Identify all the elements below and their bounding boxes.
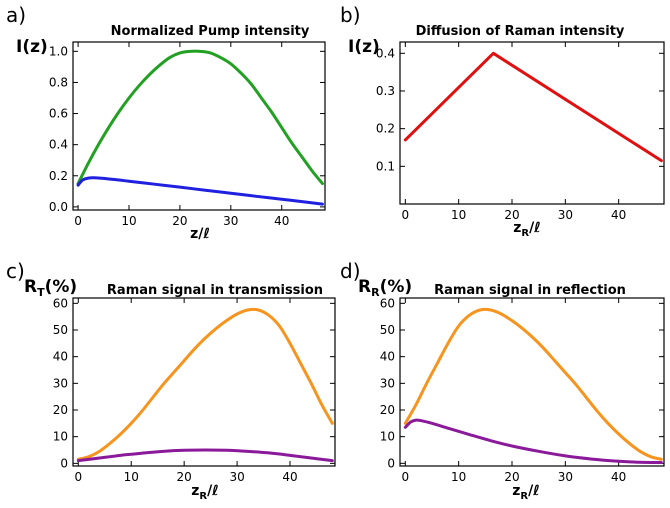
series-line-1 (403, 307, 663, 461)
x-tick-label: 40 (282, 470, 297, 484)
plot-frame (72, 41, 326, 211)
x-tick-label: 10 (124, 470, 139, 484)
y-tick-label: 0.0 (49, 200, 68, 214)
y-tick-label: 20 (53, 403, 68, 417)
y-tick-label: 60 (380, 296, 395, 310)
y-tick-label: 0.3 (376, 84, 395, 98)
y-tick-label: 0.2 (49, 169, 68, 183)
x-tick-label: 0 (74, 214, 82, 228)
y-tick-label: 10 (380, 430, 395, 444)
x-axis-label: zR/ℓ (513, 220, 541, 239)
x-tick-label: 0 (402, 470, 410, 484)
x-tick-label: 20 (172, 214, 187, 228)
x-tick-label: 30 (558, 470, 573, 484)
x-tick-label: 30 (229, 470, 244, 484)
y-tick-label: 50 (380, 323, 395, 337)
y-tick-label: 50 (53, 323, 68, 337)
y-tick-label: 0.4 (49, 138, 68, 152)
y-tick-label: 0.8 (49, 75, 68, 89)
x-axis-label: z/ℓ (190, 226, 210, 242)
series-line-2 (403, 418, 663, 465)
y-tick-label: 40 (53, 350, 68, 364)
chart-title: Raman signal in transmission (107, 283, 323, 298)
y-tick-label: 10 (53, 430, 68, 444)
chart-title: Raman signal in reflection (434, 283, 626, 298)
y-axis-label: I(z) (16, 37, 48, 57)
series-line-2 (76, 448, 334, 463)
x-tick-label: 20 (504, 470, 519, 484)
y-axis-label: RT(%) (24, 277, 77, 299)
y-tick-label: 30 (380, 376, 395, 390)
chart-title: Diffusion of Raman intensity (416, 24, 625, 39)
y-tick-label: 0 (387, 456, 395, 470)
x-tick-label: 10 (121, 214, 136, 228)
x-tick-label: 30 (223, 214, 238, 228)
series-line-1 (76, 307, 334, 461)
series-line-2 (76, 176, 324, 206)
x-tick-label: 0 (402, 208, 410, 222)
y-axis-label: I(z) (348, 37, 380, 57)
y-tick-label: 0.1 (376, 159, 395, 173)
panel-letter: d) (340, 259, 361, 283)
y-axis-label: RR(%) (358, 277, 412, 299)
x-tick-label: 0 (74, 470, 82, 484)
y-tick-label: 30 (53, 376, 68, 390)
x-tick-label: 30 (558, 208, 573, 222)
y-tick-label: 0.4 (376, 46, 395, 60)
plot-frame (399, 297, 665, 467)
panel-2: b) Diffusion of Raman intensity I(z) zR/ℓ 0 1… (340, 3, 665, 239)
y-tick-label: 0.6 (49, 107, 68, 121)
x-tick-label: 40 (611, 470, 626, 484)
plot-frame (399, 41, 665, 205)
y-tick-label: 20 (380, 403, 395, 417)
panel-letter: b) (340, 3, 361, 27)
y-tick-label: 0.2 (376, 122, 395, 136)
panel-3: c) Raman signal in transmission RT(%) zR/ℓ 0… (6, 259, 336, 502)
chart-title: Normalized Pump intensity (111, 24, 310, 39)
x-axis-label: zR/ℓ (512, 483, 540, 502)
y-tick-label: 40 (380, 350, 395, 364)
x-axis-label: zR/ℓ (191, 483, 219, 502)
x-tick-label: 10 (451, 470, 466, 484)
y-tick-label: 1.0 (49, 44, 68, 58)
x-tick-label: 10 (451, 208, 466, 222)
series-line-1 (403, 51, 663, 163)
panel-4: d) Raman signal in reflection RR(%) zR/ℓ 0 10… (340, 259, 665, 502)
series-line-1 (76, 49, 324, 186)
panel-letter: a) (6, 3, 26, 27)
panel-letter: c) (6, 259, 25, 283)
x-tick-label: 20 (504, 208, 519, 222)
y-tick-label: 60 (53, 296, 68, 310)
x-tick-label: 20 (177, 470, 192, 484)
plot-frame (72, 297, 336, 467)
y-tick-label: 0 (60, 456, 68, 470)
panel-1: a) Normalized Pump intensity I(z) z/ℓ 0 10 20 3… (6, 3, 326, 242)
x-tick-label: 40 (274, 214, 289, 228)
x-tick-label: 40 (611, 208, 626, 222)
